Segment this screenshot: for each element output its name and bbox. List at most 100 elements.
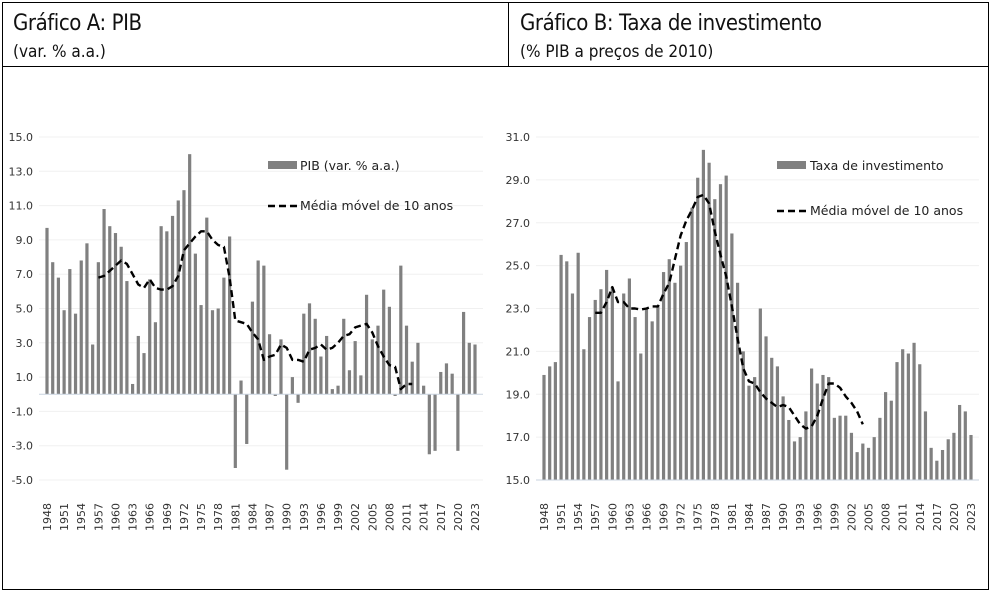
bar — [228, 236, 232, 395]
x-tick-label: 2014 — [914, 503, 927, 531]
bar — [79, 260, 83, 395]
bar — [62, 310, 66, 395]
bar — [855, 452, 859, 480]
bar — [940, 449, 945, 480]
y-tick-label: 15.0 — [9, 131, 34, 144]
bar — [347, 370, 352, 395]
x-tick-label: 2023 — [965, 503, 978, 531]
bar — [393, 394, 397, 396]
bar — [639, 353, 643, 480]
bar — [644, 308, 649, 480]
bar — [410, 361, 414, 395]
bar — [912, 342, 916, 480]
bar — [91, 344, 95, 395]
legend-bar-swatch — [268, 161, 297, 169]
x-tick-label: 2002 — [349, 503, 362, 531]
x-tick-label: 1951 — [58, 503, 71, 531]
bar — [467, 342, 471, 395]
y-tick-label: -3.0 — [12, 440, 33, 453]
bar — [404, 325, 409, 395]
bar — [450, 373, 454, 395]
x-tick-label: 2002 — [845, 503, 858, 531]
bar — [673, 282, 677, 480]
bar — [775, 366, 780, 480]
bar — [353, 341, 357, 395]
bar — [969, 434, 973, 480]
y-tick-label: 11.0 — [9, 200, 34, 213]
bar — [199, 305, 203, 395]
bar — [279, 339, 283, 395]
bar — [923, 411, 928, 480]
x-tick-label: 1996 — [315, 503, 328, 531]
x-tick-label: 1966 — [640, 503, 653, 531]
y-tick-label: 21.0 — [506, 345, 531, 358]
bar — [370, 339, 374, 395]
bar — [587, 317, 592, 480]
moving-average-line — [595, 193, 864, 430]
y-tick-label: 27.0 — [506, 217, 531, 230]
bar — [313, 318, 317, 395]
bar — [325, 335, 329, 395]
bar — [918, 364, 922, 480]
legend-line-label: Média móvel de 10 anos — [810, 203, 963, 218]
bar — [946, 439, 950, 480]
bar — [256, 260, 260, 395]
x-tick-label: 2011 — [897, 503, 910, 531]
x-tick-label: 1993 — [794, 503, 807, 531]
x-tick-label: 1966 — [144, 503, 157, 531]
bar — [952, 432, 956, 480]
bar — [929, 447, 933, 480]
bar — [605, 269, 609, 480]
bar — [285, 394, 289, 470]
bar — [142, 353, 146, 395]
bar — [713, 199, 717, 480]
legend-bar-label: Taxa de investimento — [809, 158, 944, 173]
x-tick-label: 2017 — [435, 503, 448, 531]
bar — [205, 217, 209, 395]
bar — [582, 349, 586, 480]
x-tick-label: 1978 — [212, 503, 225, 531]
bar — [302, 313, 306, 395]
bar — [290, 377, 294, 395]
bar — [844, 415, 848, 480]
bar — [376, 325, 380, 395]
x-tick-label: 2023 — [469, 503, 482, 531]
panel-b-subtitle: (% PIB a preços de 2010) — [520, 42, 714, 62]
bar — [210, 310, 215, 395]
x-tick-label: 1975 — [195, 503, 208, 531]
bar — [576, 252, 580, 480]
bar — [245, 394, 249, 444]
bar — [364, 294, 369, 395]
bar — [416, 342, 420, 395]
bar — [233, 394, 237, 468]
bar — [798, 437, 802, 480]
bar — [827, 377, 831, 480]
bar — [599, 289, 603, 480]
bar — [804, 411, 808, 480]
x-tick-label: 2005 — [863, 503, 876, 531]
bar — [889, 400, 893, 480]
moving-average-line — [98, 230, 413, 391]
bar — [747, 385, 751, 480]
bar — [444, 363, 449, 395]
x-tick-label: 1972 — [675, 503, 688, 531]
bar — [565, 261, 569, 480]
bar — [153, 322, 158, 395]
bar — [342, 318, 346, 395]
bar — [633, 317, 637, 480]
bar — [764, 336, 768, 480]
bar — [718, 184, 723, 480]
bar — [735, 282, 740, 480]
x-tick-label: 1963 — [623, 503, 636, 531]
bar — [559, 254, 563, 480]
bar — [753, 377, 757, 480]
x-tick-label: 1954 — [75, 503, 88, 531]
y-tick-label: 7.0 — [16, 268, 34, 281]
bar — [359, 375, 363, 395]
bar — [262, 265, 266, 395]
bar — [701, 149, 706, 481]
bar — [68, 269, 72, 395]
legend-line-label: Média móvel de 10 anos — [300, 198, 453, 213]
x-tick-label: 1978 — [709, 503, 722, 531]
